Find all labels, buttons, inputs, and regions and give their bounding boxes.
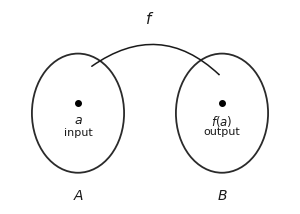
Text: $f$: $f$ (146, 11, 154, 27)
FancyArrowPatch shape (92, 45, 219, 74)
Text: a: a (74, 114, 82, 127)
Text: output: output (204, 126, 240, 137)
Text: A: A (73, 189, 83, 203)
Text: $f(a)$: $f(a)$ (211, 114, 233, 129)
Text: input: input (64, 128, 92, 138)
Text: B: B (217, 189, 227, 203)
